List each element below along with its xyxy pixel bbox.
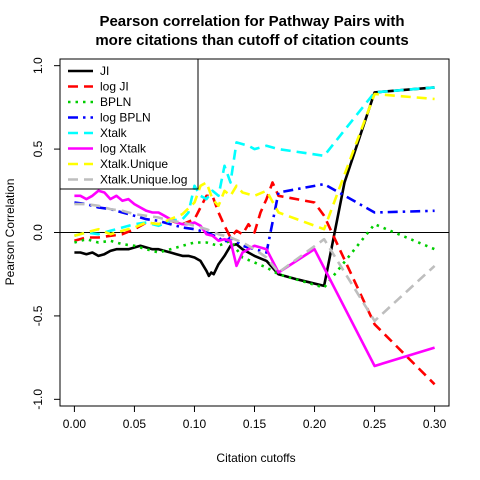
- x-tick-label-6: 0.30: [423, 417, 447, 431]
- series-line-6: [74, 92, 435, 238]
- x-tick-label-1: 0.05: [123, 417, 147, 431]
- legend-label-4: Xtalk: [100, 126, 128, 140]
- legend-label-2: BPLN: [100, 95, 131, 109]
- y-tick-label-1: -0.5: [31, 305, 45, 326]
- series-line-7: [74, 202, 436, 323]
- series-line-3: [74, 182, 435, 254]
- legend-label-6: Xtalk.Unique: [100, 157, 168, 171]
- x-tick-label-0: 0.00: [63, 417, 87, 431]
- legend-label-7: Xtalk.Unique.log: [100, 173, 187, 187]
- y-tick-label-4: 1.0: [31, 57, 45, 74]
- y-tick-label-3: 0.5: [31, 140, 45, 157]
- x-tick-label-5: 0.25: [363, 417, 387, 431]
- x-tick-label-4: 0.20: [303, 417, 327, 431]
- y-tick-label-0: -1.0: [31, 389, 45, 410]
- series-line-0: [74, 86, 435, 288]
- x-tick-label-3: 0.15: [243, 417, 267, 431]
- legend-label-3: log BPLN: [100, 111, 151, 125]
- legend-label-0: JI: [100, 64, 109, 78]
- chart-title-line-2: more citations than cutoff of citation c…: [95, 32, 408, 49]
- legend-box: [59, 58, 199, 190]
- chart-title-line-1: Pearson correlation for Pathway Pairs wi…: [99, 13, 404, 30]
- legend-label-1: log JI: [100, 80, 129, 94]
- x-axis-label: Citation cutoffs: [216, 451, 295, 465]
- y-axis-label: Pearson Correlation: [3, 179, 17, 286]
- legend-label-5: log Xtalk: [100, 142, 147, 156]
- y-tick-label-2: 0.0: [31, 224, 45, 241]
- x-tick-label-2: 0.10: [183, 417, 207, 431]
- series-line-1: [74, 181, 436, 386]
- series-line-4: [74, 86, 435, 238]
